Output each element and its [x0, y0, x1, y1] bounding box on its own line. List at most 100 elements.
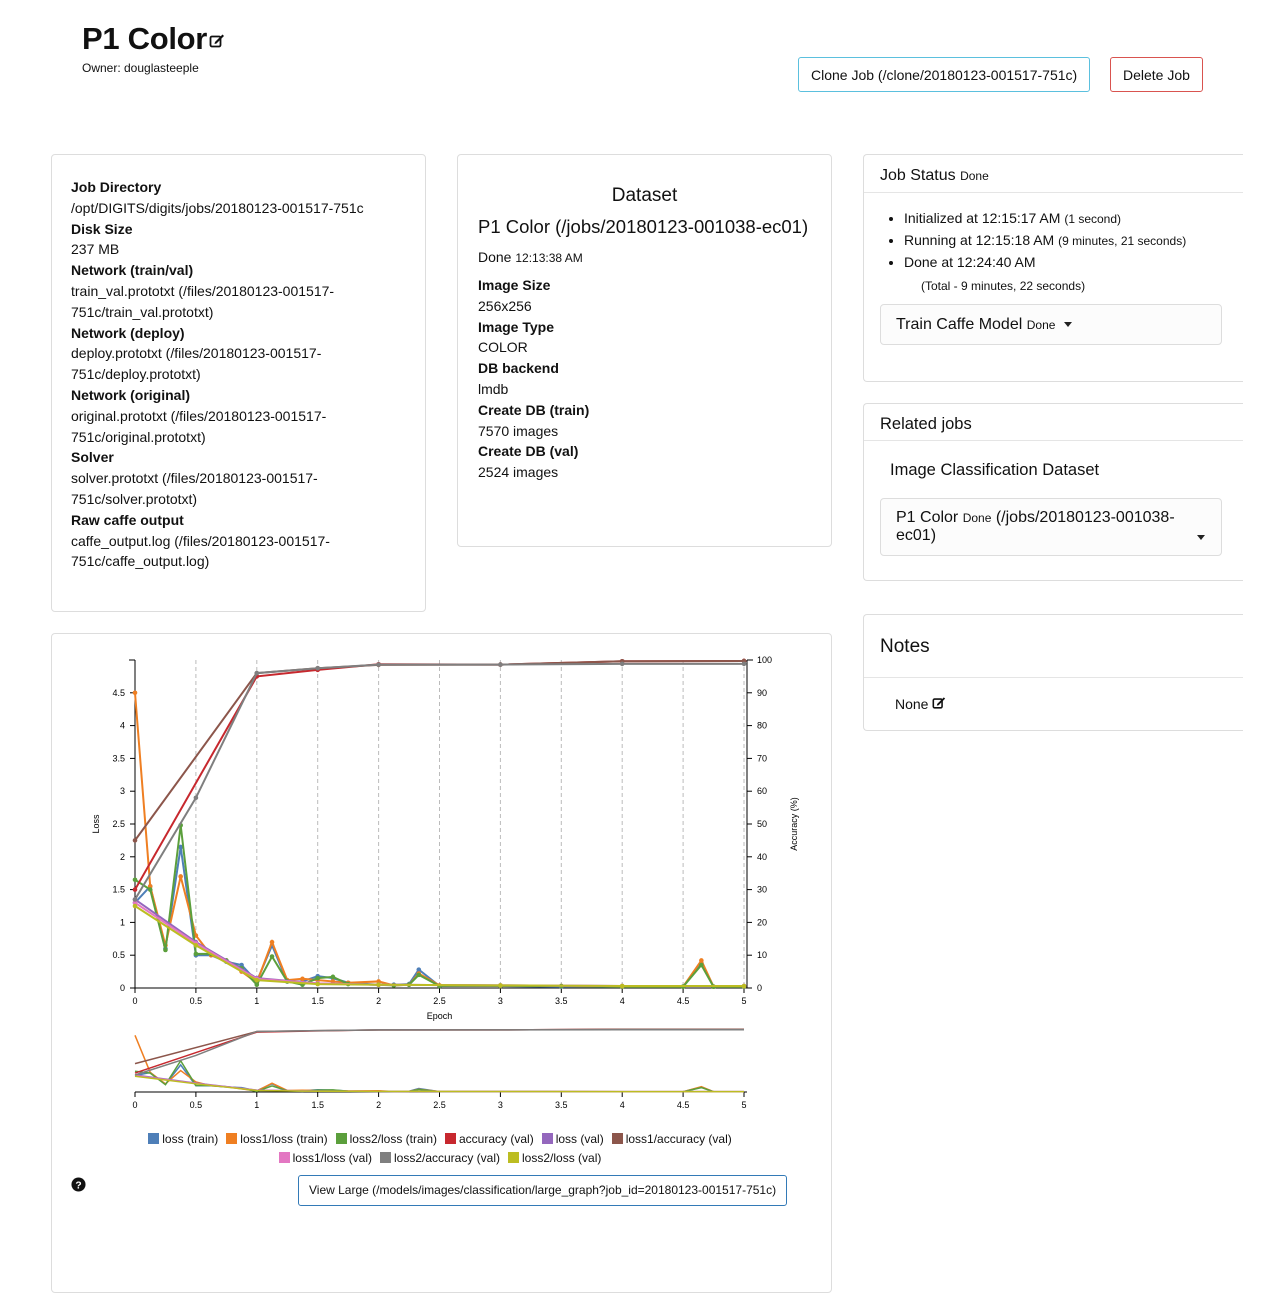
edit-icon[interactable] [209, 33, 225, 49]
dataset-status-row: Done 12:13:38 AM [478, 249, 811, 265]
related-jobs-panel: Related jobs Image Classification Datase… [863, 403, 1243, 581]
y2-tick-label: 0 [757, 983, 762, 993]
status-event: Initialized at 12:15:17 AM (1 second) [904, 208, 1243, 230]
job-status-state: Done [960, 169, 989, 183]
data-point [376, 662, 381, 667]
related-job-name: P1 Color [896, 509, 959, 526]
y2-tick-label: 80 [757, 721, 767, 731]
data-point [330, 974, 336, 980]
y-tick-label: 2 [120, 852, 125, 862]
data-point [619, 983, 625, 989]
info-value: 237 MB [71, 241, 120, 258]
x-axis-label: Epoch [427, 1011, 453, 1021]
svg-text:?: ? [75, 1180, 81, 1191]
y2-axis-label: Accuracy (%) [789, 797, 799, 851]
series-line [134, 846, 744, 988]
overview-series-line [134, 1028, 745, 1065]
job-title: P1 Color [82, 21, 208, 56]
training-chart[interactable]: 0 0.5 1 1.5 2 2.5 3 3.5 4 4.5 500.511.522.533.544.… [0, 0, 1267, 1130]
data-point [254, 977, 260, 983]
notes-header: Notes [864, 615, 1243, 678]
data-point [178, 874, 183, 879]
legend-swatch [445, 1133, 456, 1144]
overview-x-tick-label: 1 [254, 1100, 259, 1110]
x-tick-label: 1.5 [311, 996, 324, 1006]
y-tick-label: 3 [120, 786, 125, 796]
dataset-label: Create DB (train) [478, 401, 590, 418]
data-point [132, 900, 138, 906]
y-tick-label: 1.5 [112, 885, 125, 895]
info-label: Network (deploy) [71, 324, 185, 341]
data-point [376, 982, 381, 988]
data-point [315, 665, 321, 671]
y2-tick-label: 90 [757, 688, 767, 698]
info-label: Raw caffe output [71, 511, 184, 528]
data-point [132, 903, 138, 909]
y-tick-label: 0.5 [112, 950, 125, 960]
dataset-link[interactable]: P1 Color (/jobs/20180123-001038-ec01) [478, 216, 809, 237]
legend-item[interactable]: loss (train) [148, 1130, 218, 1149]
owner-text: Owner: douglasteeple [82, 61, 199, 75]
notes-row: None [895, 696, 1243, 712]
chevron-down-icon [1197, 535, 1205, 540]
delete-job-button[interactable]: Delete Job [1110, 57, 1203, 92]
y2-tick-label: 30 [757, 885, 767, 895]
data-point [376, 979, 381, 984]
related-job-path: (/jobs/20180123-001038-ec01) [896, 509, 1175, 544]
dataset-value: COLOR [478, 339, 528, 356]
train-task-dropdown[interactable]: Train Caffe Model Done [880, 304, 1222, 345]
x-tick-label: 2.5 [433, 996, 446, 1006]
status-list: Initialized at 12:15:17 AM (1 second)Run… [864, 208, 1243, 274]
help-icon[interactable]: ? [71, 1177, 86, 1192]
legend-item[interactable]: loss1/loss (val) [278, 1149, 372, 1168]
legend-label: loss2/loss (val) [522, 1151, 602, 1165]
data-point [178, 844, 183, 850]
info-label: Disk Size [71, 220, 133, 237]
y2-tick-label: 50 [757, 819, 767, 829]
data-point [147, 887, 153, 892]
x-tick-label: 2 [376, 996, 381, 1006]
legend-swatch [541, 1133, 553, 1144]
legend-item[interactable]: loss1/loss (train) [226, 1130, 328, 1149]
data-point [269, 939, 275, 945]
info-value[interactable]: deploy.prototxt (/files/20180123-001517-… [71, 345, 322, 383]
dataset-label: Image Type [478, 318, 554, 335]
y2-tick-label: 10 [757, 950, 767, 960]
info-value[interactable]: original.prototxt (/files/20180123-00151… [71, 407, 327, 445]
overview-x-tick-label: 3 [498, 1100, 503, 1110]
info-label: Solver [71, 449, 114, 466]
related-job-dropdown[interactable]: P1 Color Done (/jobs/20180123-001038-ec0… [880, 498, 1222, 556]
related-job-state: Done [962, 511, 992, 525]
legend-label: loss1/loss (train) [240, 1132, 328, 1146]
legend-item[interactable]: loss2/loss (val) [508, 1149, 601, 1168]
data-point [699, 962, 704, 968]
clone-job-button[interactable]: Clone Job (/clone/20180123-001517-751c) [798, 57, 1091, 92]
y2-tick-label: 70 [757, 753, 767, 763]
job-status-heading: Job Status [880, 167, 956, 184]
dataset-status: Done [478, 249, 512, 265]
dataset-panel: Dataset P1 Color (/jobs/20180123-001038-… [457, 154, 832, 547]
data-point [147, 884, 153, 889]
legend-item[interactable]: loss2/loss (train) [335, 1130, 437, 1149]
x-tick-label: 3 [498, 996, 503, 1006]
status-total: (Total - 9 minutes, 22 seconds) [921, 279, 1086, 293]
data-point [269, 954, 275, 959]
view-large-button[interactable]: View Large (/models/images/classificatio… [298, 1175, 788, 1206]
legend-swatch [226, 1133, 238, 1144]
dataset-value: lmdb [478, 380, 509, 397]
y-tick-label: 0 [120, 983, 125, 993]
info-value[interactable]: train_val.prototxt (/files/20180123-0015… [71, 282, 335, 320]
y-axis-label: Loss [91, 814, 101, 834]
data-point [132, 690, 138, 696]
edit-icon[interactable] [932, 696, 946, 710]
legend-item[interactable]: accuracy (val) [445, 1130, 534, 1149]
y-tick-label: 2.5 [112, 819, 125, 829]
info-value[interactable]: caffe_output.log (/files/20180123-001517… [71, 532, 330, 570]
legend-swatch [335, 1133, 347, 1144]
legend-item[interactable]: loss2/accuracy (val) [379, 1149, 500, 1168]
info-value[interactable]: solver.prototxt (/files/20180123-001517-… [71, 470, 318, 507]
legend-item[interactable]: loss1/accuracy (val) [611, 1130, 732, 1149]
x-tick-label: 0 [132, 996, 137, 1006]
legend-item[interactable]: loss (val) [541, 1130, 604, 1149]
legend-swatch [148, 1133, 160, 1144]
